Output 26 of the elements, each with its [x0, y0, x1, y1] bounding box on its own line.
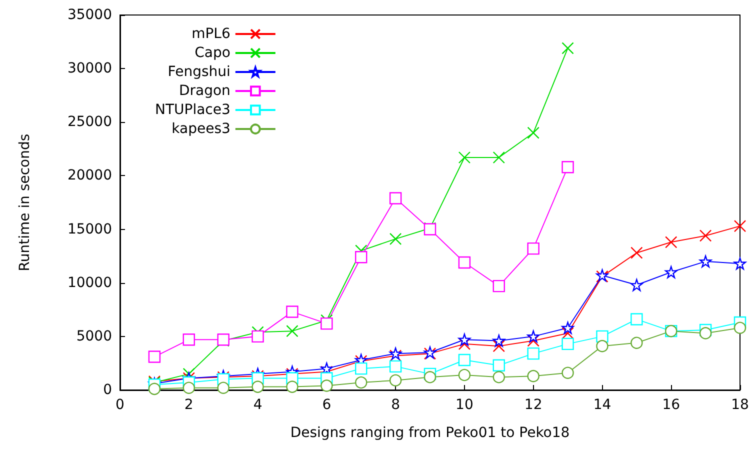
- x-tick-label: 10: [456, 397, 474, 413]
- legend-label: Dragon: [178, 83, 230, 99]
- x-tick-label: 18: [731, 397, 749, 413]
- y-tick-label: 30000: [67, 60, 112, 77]
- x-tick-label: 14: [593, 397, 612, 413]
- y-tick-label: 5000: [76, 328, 112, 344]
- x-tick-label: 6: [322, 397, 332, 413]
- x-tick-label: 12: [524, 397, 542, 413]
- y-tick-label: 0: [103, 382, 112, 398]
- x-axis-title: Designs ranging from Peko01 to Peko18: [290, 425, 570, 441]
- legend-label: kapees3: [172, 121, 230, 137]
- x-tick-label: 4: [253, 397, 262, 413]
- x-tick-label: 2: [184, 397, 194, 413]
- y-tick-label: 15000: [67, 221, 112, 238]
- y-axis-title: Runtime in seconds: [17, 134, 33, 272]
- legend-label: NTUPlace3: [154, 102, 230, 118]
- y-tick-label: 35000: [67, 7, 112, 23]
- legend-label: Fengshui: [168, 64, 230, 80]
- x-tick-label: 8: [391, 397, 400, 413]
- y-tick-label: 25000: [67, 114, 112, 130]
- legend-label: Capo: [194, 45, 230, 61]
- y-tick-label: 20000: [67, 168, 112, 184]
- legend-label: mPL6: [192, 26, 230, 42]
- x-tick-label: 16: [662, 397, 680, 413]
- x-tick-label: 0: [116, 397, 124, 413]
- y-tick-label: 10000: [67, 274, 112, 291]
